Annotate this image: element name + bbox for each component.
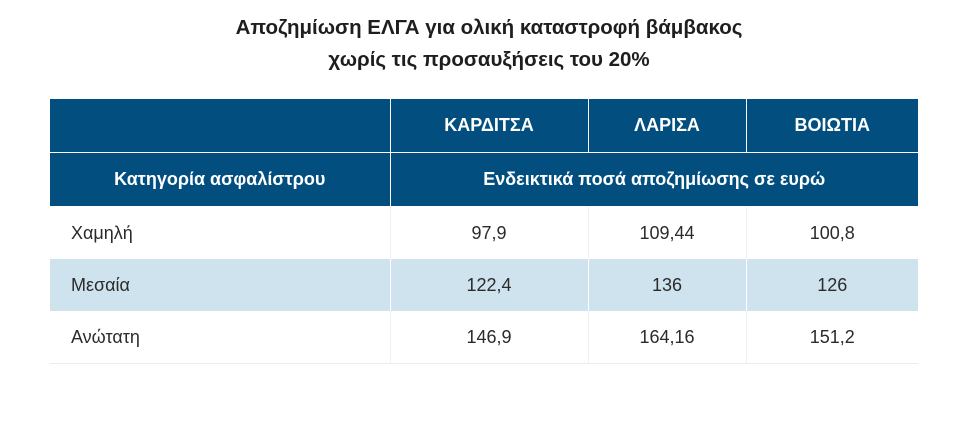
header-row-labels: Κατηγορία ασφαλίστρου Ενδεικτικά ποσά απ… xyxy=(50,152,918,207)
table-row: Ανώτατη 146,9 164,16 151,2 xyxy=(50,311,918,364)
cell-value: 164,16 xyxy=(587,311,746,364)
header-amounts: Ενδεικτικά ποσά αποζημίωσης σε ευρώ xyxy=(389,152,918,207)
cell-value: 136 xyxy=(587,259,746,311)
table-row: Μεσαία 122,4 136 126 xyxy=(50,259,918,311)
table-title: Αποζημίωση ΕΛΓΑ για ολική καταστροφή βάμ… xyxy=(0,12,978,76)
cell-value: 100,8 xyxy=(745,206,918,259)
cell-value: 122,4 xyxy=(389,259,588,311)
header-region-karditsa: ΚΑΡΔΙΤΣΑ xyxy=(389,99,588,153)
compensation-table: ΚΑΡΔΙΤΣΑ ΛΑΡΙΣΑ ΒΟΙΩΤΙΑ Κατηγορία ασφαλί… xyxy=(50,99,918,364)
header-region-larisa: ΛΑΡΙΣΑ xyxy=(587,99,746,153)
cell-value: 126 xyxy=(745,259,918,311)
cell-value: 151,2 xyxy=(745,311,918,364)
cell-value: 146,9 xyxy=(389,311,588,364)
header-region-voiotia: ΒΟΙΩΤΙΑ xyxy=(745,99,918,153)
title-line-2: χωρίς τις προσαυξήσεις του 20% xyxy=(328,48,650,71)
header-empty-cell xyxy=(50,99,390,153)
header-category: Κατηγορία ασφαλίστρου xyxy=(50,152,390,207)
cell-value: 109,44 xyxy=(587,206,746,259)
title-line-1: Αποζημίωση ΕΛΓΑ για ολική καταστροφή βάμ… xyxy=(235,16,743,39)
table-row: Χαμηλή 97,9 109,44 100,8 xyxy=(50,206,918,259)
row-label: Μεσαία xyxy=(50,259,390,311)
row-label: Χαμηλή xyxy=(50,206,390,259)
cell-value: 97,9 xyxy=(389,206,588,259)
header-row-regions: ΚΑΡΔΙΤΣΑ ΛΑΡΙΣΑ ΒΟΙΩΤΙΑ xyxy=(50,99,918,153)
row-label: Ανώτατη xyxy=(50,311,390,364)
